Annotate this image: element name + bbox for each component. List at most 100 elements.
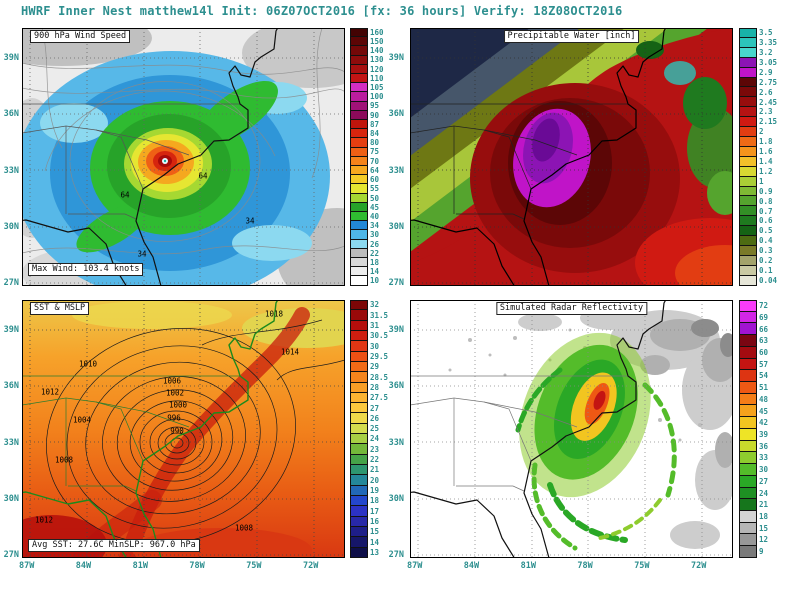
colorbar-value: 0.1 (759, 265, 773, 275)
colorbar-value: 0.9 (759, 186, 773, 196)
colorbar-swatch (350, 267, 368, 277)
colorbar-value: 45 (759, 406, 769, 416)
lat-tick-label: 30N (3, 221, 19, 232)
colorbar-value: 25 (370, 424, 380, 434)
lat-tick-label: 33N (388, 437, 404, 448)
pwat-panel-title: Precipitable Water [inch] (503, 30, 640, 43)
colorbar-value: 1.4 (759, 156, 773, 166)
colorbar-row: 3.35 (739, 37, 785, 48)
colorbar-swatch (739, 216, 757, 227)
lon-tick-label: 87W (407, 561, 423, 571)
colorbar-swatch (739, 57, 757, 68)
colorbar-swatch (739, 370, 757, 383)
colorbar-swatch (350, 64, 368, 75)
colorbar-value: 12 (759, 535, 769, 545)
colorbar-swatch (739, 166, 757, 177)
colorbar-value: 48 (759, 394, 769, 404)
colorbar-row: 0.4 (739, 236, 785, 246)
colorbar-swatch (739, 186, 757, 197)
colorbar-value: 18 (370, 496, 380, 506)
colorbar-swatch (350, 361, 368, 373)
colorbar-row: 54 (739, 370, 785, 383)
colorbar-row: 110 (350, 73, 396, 84)
colorbar-swatch (350, 166, 368, 176)
colorbar-value: 100 (370, 92, 384, 102)
colorbar-swatch (739, 393, 757, 406)
colorbar-row: 0.04 (739, 275, 785, 286)
colorbar-value: 28 (370, 382, 380, 392)
colorbar-value: 0.8 (759, 196, 773, 206)
colorbar-value: 72 (759, 301, 769, 311)
colorbar-row: 27.5 (350, 392, 396, 404)
colorbar-row: 25 (350, 423, 396, 435)
colorbar-value: 15 (759, 523, 769, 533)
colorbar-value: 27 (370, 403, 380, 413)
colorbar-row: 45 (739, 405, 785, 418)
colorbar-value: 140 (370, 46, 384, 56)
colorbar-swatch (350, 147, 368, 157)
lat-tick-label: 30N (3, 493, 19, 504)
colorbar-swatch (350, 175, 368, 185)
colorbar-value: 3.5 (759, 28, 773, 38)
colorbar-value: 34 (370, 221, 380, 231)
colorbar-row: 31.5 (350, 310, 396, 321)
colorbar-value: 31.5 (370, 310, 389, 320)
colorbar-swatch (739, 117, 757, 128)
colorbar-row: 27 (350, 403, 396, 414)
lon-tick-label: 81W (520, 561, 536, 571)
pwat-colorbar: 3.5 3.35 3.2 3.05 2.9 2.75 2.6 2.45 2.3 2.15 2 1.8 1… (739, 28, 785, 286)
colorbar-row: 15 (739, 522, 785, 535)
colorbar-row: 14 (350, 267, 396, 277)
colorbar-swatch (350, 341, 368, 352)
colorbar-value: 120 (370, 64, 384, 74)
colorbar-row: 27 (739, 475, 785, 488)
colorbar-swatch (350, 537, 368, 548)
figure-title: HWRF Inner Nest matthew14l Init: 06Z07OC… (21, 4, 623, 18)
colorbar-row: 26 (350, 413, 396, 424)
colorbar-value: 150 (370, 37, 384, 47)
colorbar-row: 60 (350, 175, 396, 185)
colorbar-value: 2.3 (759, 107, 773, 117)
colorbar-row: 0.7 (739, 206, 785, 217)
colorbar-row: 2.3 (739, 107, 785, 118)
colorbar-swatch (739, 127, 757, 137)
colorbar-swatch (350, 495, 368, 507)
colorbar-value: 50 (370, 193, 380, 203)
colorbar-row: 72 (739, 300, 785, 312)
mslp-contours (46, 319, 345, 545)
colorbar-value: 2.9 (759, 67, 773, 77)
colorbar-row: 23 (350, 444, 396, 455)
colorbar-row: 15 (350, 526, 396, 538)
colorbar-swatch (739, 245, 757, 256)
colorbar-swatch (739, 146, 757, 157)
colorbar-row: 24 (350, 434, 396, 445)
colorbar-row: 120 (350, 64, 396, 75)
wind-panel-title: 900 hPa Wind Speed (30, 30, 131, 43)
colorbar-value: 110 (370, 73, 384, 83)
colorbar-swatch (350, 138, 368, 148)
colorbar-row: 30 (739, 464, 785, 476)
colorbar-row: 21 (350, 465, 396, 476)
colorbar-value: 31 (370, 321, 380, 331)
lon-tick-label: 87W (19, 561, 35, 571)
colorbar-swatch (739, 255, 757, 266)
colorbar-row: 1 (739, 176, 785, 187)
colorbar-row: 19 (350, 485, 396, 496)
colorbar-swatch (350, 413, 368, 424)
colorbar-value: 160 (370, 27, 384, 37)
colorbar-value: 69 (759, 312, 769, 322)
colorbar-value: 75 (370, 147, 380, 157)
colorbar-value: 33 (759, 453, 769, 463)
colorbar-swatch (350, 485, 368, 496)
colorbar-swatch (739, 156, 757, 167)
colorbar-value: 30 (370, 230, 380, 240)
colorbar-row: 60 (739, 346, 785, 359)
colorbar-value: 20 (370, 475, 380, 485)
colorbar-value: 80 (370, 138, 380, 148)
colorbar-value: 2.45 (759, 97, 778, 107)
colorbar-swatch (350, 506, 368, 517)
lat-tick-label: 33N (388, 165, 404, 176)
colorbar-swatch (350, 110, 368, 121)
colorbar-row: 30.5 (350, 330, 396, 342)
colorbar-swatch (350, 516, 368, 527)
